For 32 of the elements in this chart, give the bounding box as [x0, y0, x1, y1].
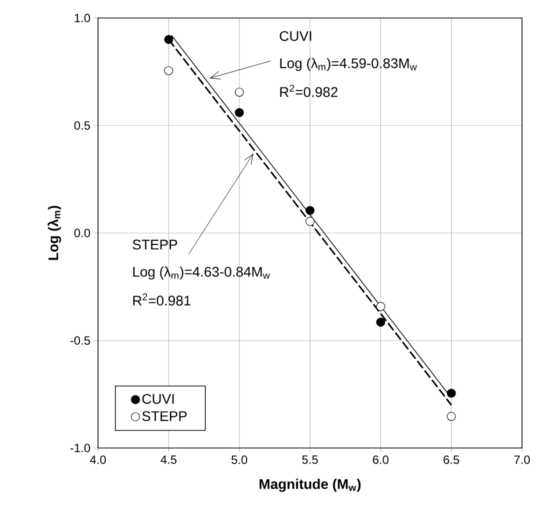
- point: [306, 206, 314, 215]
- x-tick-label: 5.0: [232, 456, 248, 464]
- annotation: STEPP: [132, 240, 178, 250]
- y-tick-label: -0.5: [70, 336, 90, 345]
- y-tick-label: 1.0: [74, 14, 90, 22]
- x-tick-label: 4.0: [90, 456, 106, 464]
- annotation: CUVI: [280, 31, 312, 41]
- point: [446, 388, 456, 398]
- x-tick-label: 5.5: [302, 456, 318, 464]
- x-tick-label: 6.5: [444, 456, 460, 464]
- annotation: Log (λ$_{m}$)=4.63-0.84M$_{w}$: [133, 266, 270, 280]
- x-tick-label: 6.0: [372, 456, 389, 464]
- y-tick-label: 0.5: [74, 121, 90, 130]
- point: [446, 412, 456, 421]
- y-axis-title: Log (λ$_{m}$): [48, 206, 62, 260]
- annotation: R$^{2}$=0.982: [280, 84, 338, 98]
- x-axis-title: Magnitude (M$_{w}$): [260, 478, 361, 492]
- x-tick-label: 7.0: [514, 456, 530, 464]
- legend-label: CUVI: [142, 394, 174, 404]
- annotation: R$^{2}$=0.981: [133, 293, 190, 306]
- point: [234, 108, 244, 118]
- y-tick-label: -1.0: [70, 444, 90, 452]
- y-tick-label: 0.0: [74, 228, 90, 238]
- point: [376, 318, 386, 327]
- point: [164, 66, 174, 76]
- point: [164, 35, 174, 44]
- x-tick-label: 4.5: [160, 456, 176, 464]
- point: [306, 216, 314, 226]
- point: [234, 88, 244, 97]
- legend-label: STEPP: [142, 411, 187, 422]
- point: [376, 302, 386, 312]
- annotation: Log (λ$_{m}$)=4.59-0.83M$_{w}$: [280, 58, 417, 71]
